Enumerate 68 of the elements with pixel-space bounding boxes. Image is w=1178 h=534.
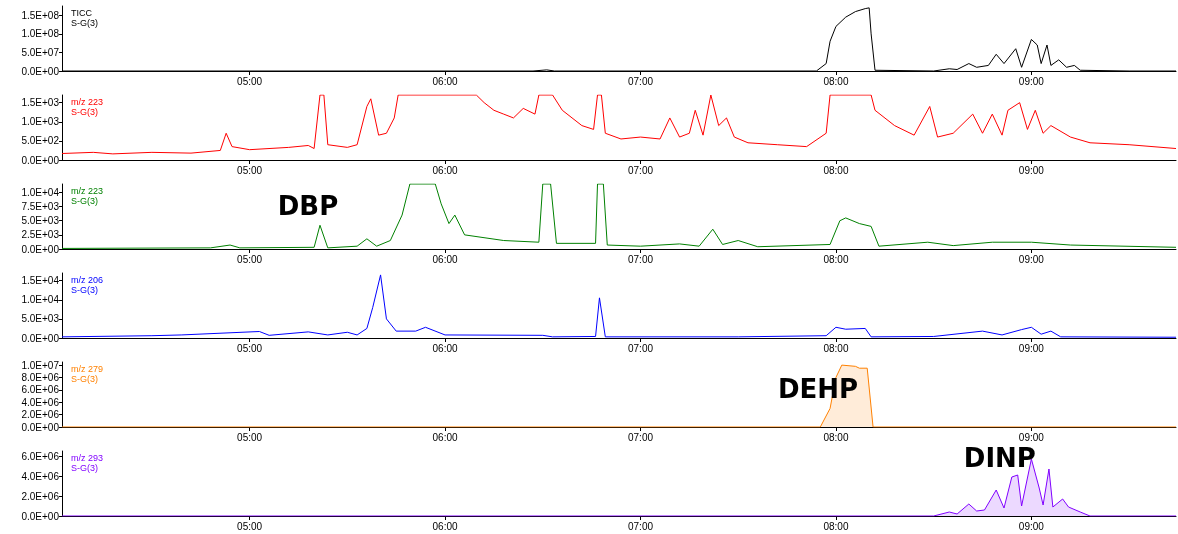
x-tick-label: 08:00 xyxy=(823,164,849,176)
text: TICC S-G(3) xyxy=(71,8,98,28)
y-tick-label: 1.5E+03 xyxy=(21,97,60,109)
y-tick-label: 1.5E+04 xyxy=(21,275,60,287)
y-tick-label: 0.0E+00 xyxy=(21,332,60,344)
x-tick-label: 08:00 xyxy=(823,342,849,354)
x-tick-label: 07:00 xyxy=(627,75,654,87)
text: m/z 206 S-G(3) xyxy=(71,275,104,295)
y-tick-label: 4.0E+06 xyxy=(21,470,60,482)
y-tick-label: 5.0E+03 xyxy=(21,215,60,227)
y-tick-label: 1.5E+08 xyxy=(21,9,60,21)
x-tick-label: 06:00 xyxy=(432,164,459,176)
line-series xyxy=(61,274,1177,338)
y-tick-label: 2.0E+06 xyxy=(21,409,60,421)
y-tick-label: 0.0E+00 xyxy=(21,421,60,433)
y-tick-label: 1.0E+04 xyxy=(21,294,60,306)
y-tick-label: 0.0E+00 xyxy=(21,510,60,522)
line-series xyxy=(61,183,1177,249)
x-tick-label: 08:00 xyxy=(823,520,849,532)
x-tick-label: 06:00 xyxy=(432,520,459,532)
x-tick-label: 05:00 xyxy=(237,520,263,532)
y-tick-label: 0.0E+00 xyxy=(21,154,60,166)
x-tick-label: 09:00 xyxy=(1018,75,1045,87)
annotation: DINP xyxy=(963,443,1036,473)
x-tick-label: 08:00 xyxy=(823,253,849,265)
x-tick-label: 05:00 xyxy=(237,342,263,354)
y-tick-label: 0.0E+00 xyxy=(21,243,60,255)
line-series xyxy=(61,94,1177,155)
y-tick-label: 4.0E+06 xyxy=(21,396,60,408)
y-tick-label: 8.0E+06 xyxy=(21,371,60,383)
x-tick-label: 06:00 xyxy=(432,75,459,87)
text: m/z 293 S-G(3) xyxy=(71,453,104,473)
x-tick-label: 07:00 xyxy=(627,164,654,176)
x-tick-label: 07:00 xyxy=(627,520,654,532)
y-tick-label: 1.0E+08 xyxy=(21,28,60,40)
y-tick-label: 5.0E+02 xyxy=(21,135,60,147)
text: m/z 223 S-G(3) xyxy=(71,97,104,117)
text: m/z 279 S-G(3) xyxy=(71,364,104,384)
y-tick-label: 7.5E+03 xyxy=(21,201,60,213)
y-tick-label: 1.0E+07 xyxy=(21,359,60,371)
y-tick-label: 5.0E+03 xyxy=(21,313,60,325)
y-tick-label: 1.0E+04 xyxy=(21,186,60,198)
x-tick-label: 06:00 xyxy=(432,253,459,265)
x-tick-label: 05:00 xyxy=(237,75,263,87)
y-tick-label: 2.5E+03 xyxy=(21,229,60,241)
x-tick-label: 07:00 xyxy=(627,431,654,443)
x-tick-label: 09:00 xyxy=(1018,431,1045,443)
y-tick-label: 0.0E+00 xyxy=(21,65,60,77)
y-tick-label: 6.0E+06 xyxy=(21,384,60,396)
x-tick-label: 07:00 xyxy=(627,342,654,354)
y-tick-label: 5.0E+07 xyxy=(21,46,60,58)
x-tick-label: 09:00 xyxy=(1018,342,1045,354)
x-tick-label: 06:00 xyxy=(432,342,459,354)
x-tick-label: 09:00 xyxy=(1018,253,1045,265)
x-tick-label: 08:00 xyxy=(823,431,849,443)
text: m/z 223 S-G(3) xyxy=(71,186,104,206)
y-tick-label: 2.0E+06 xyxy=(21,490,60,502)
x-tick-label: 09:00 xyxy=(1018,520,1045,532)
x-tick-label: 05:00 xyxy=(237,431,263,443)
x-tick-label: 08:00 xyxy=(823,75,849,87)
y-tick-label: 6.0E+06 xyxy=(21,450,60,462)
y-tick-label: 1.0E+03 xyxy=(21,116,60,128)
x-tick-label: 06:00 xyxy=(432,431,459,443)
x-tick-label: 07:00 xyxy=(627,253,654,265)
x-tick-label: 05:00 xyxy=(237,164,263,176)
x-tick-label: 09:00 xyxy=(1018,164,1045,176)
x-tick-label: 05:00 xyxy=(237,253,263,265)
annotation: DBP xyxy=(277,191,339,222)
